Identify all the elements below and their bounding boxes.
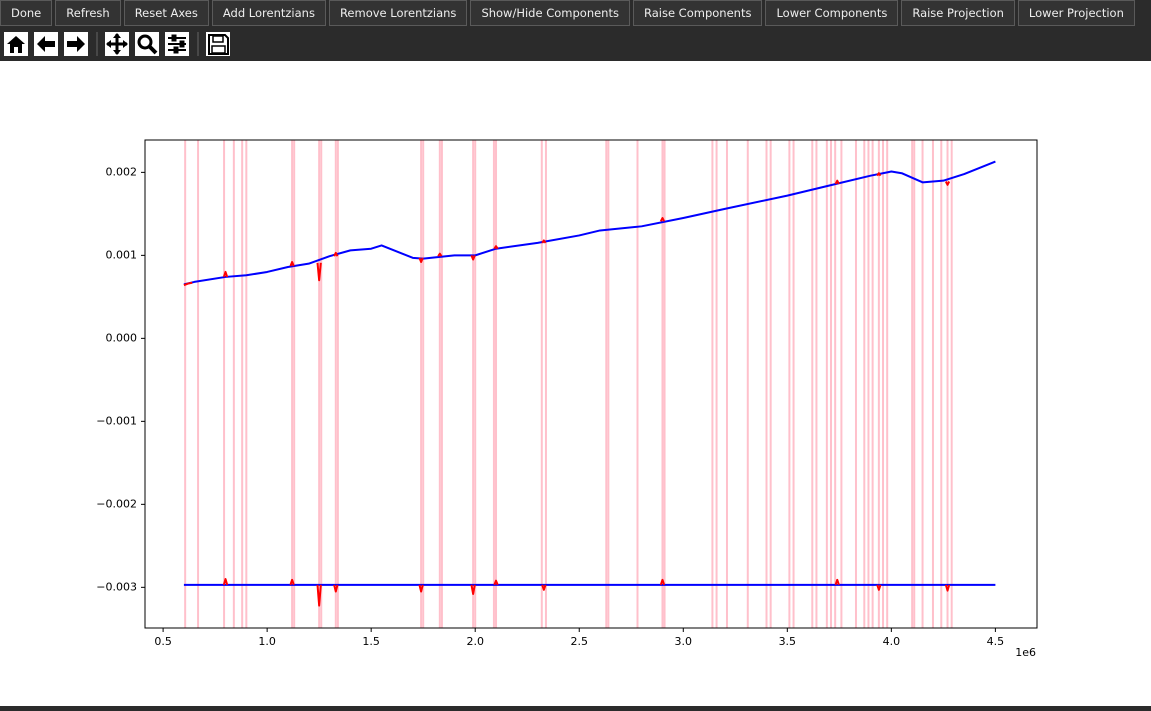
chart: 0.5 1.0 1.5 2.0 2.5 3.0 3.5 4.0 4.5 −0.003 −0.002 −… [96,139,1038,659]
toolbar-button[interactable]: Lower Projection [1017,0,1135,26]
toolbar-button[interactable]: Done [0,0,53,26]
x-tick-label: 4.0 [883,635,901,648]
toolbar-button[interactable]: Add Lorentzians [211,0,326,26]
toolbar-button[interactable]: Raise Projection [901,0,1015,26]
x-tick-label: 1.5 [362,635,380,648]
y-tick-label: −0.001 [96,414,137,427]
status-bar [0,706,1151,711]
x-tick-label: 3.5 [779,635,797,648]
x-tick-label: 2.0 [466,635,484,648]
x-tick-label: 3.0 [675,635,693,648]
y-tick-label: 0.002 [106,165,138,178]
data-line [183,172,951,287]
toolbar-button[interactable]: Show/Hide Components [470,0,630,26]
icons [7,33,229,55]
x-offset-label: 1e6 [1015,646,1036,659]
x-tick-label: 0.5 [154,635,172,648]
y-tick-label: −0.003 [96,580,137,593]
toolbar: Done Refresh Reset Axes Add Lorentzians Remo… [0,0,1151,61]
data-line [222,578,951,607]
toolbar-button[interactable]: Remove Lorentzians [328,0,468,26]
toolbar-button[interactable]: Refresh [55,0,121,26]
button-row: Done Refresh Reset Axes Add Lorentzians Remo… [0,0,1135,26]
data-line [183,160,996,286]
y-tick-label: 0.001 [106,248,138,261]
toolbar-button[interactable]: Lower Components [765,0,899,26]
axes-frame [144,139,1038,629]
x-tick-label: 4.5 [987,635,1005,648]
y-tick-label: 0.000 [106,331,138,344]
x-tick-label: 2.5 [570,635,588,648]
nav-toolbar [4,32,230,56]
x-tick-label: 1.0 [258,635,276,648]
toolbar-button[interactable]: Reset Axes [123,0,209,26]
toolbar-button[interactable]: Raise Components [632,0,763,26]
y-tick-label: −0.002 [96,497,137,510]
